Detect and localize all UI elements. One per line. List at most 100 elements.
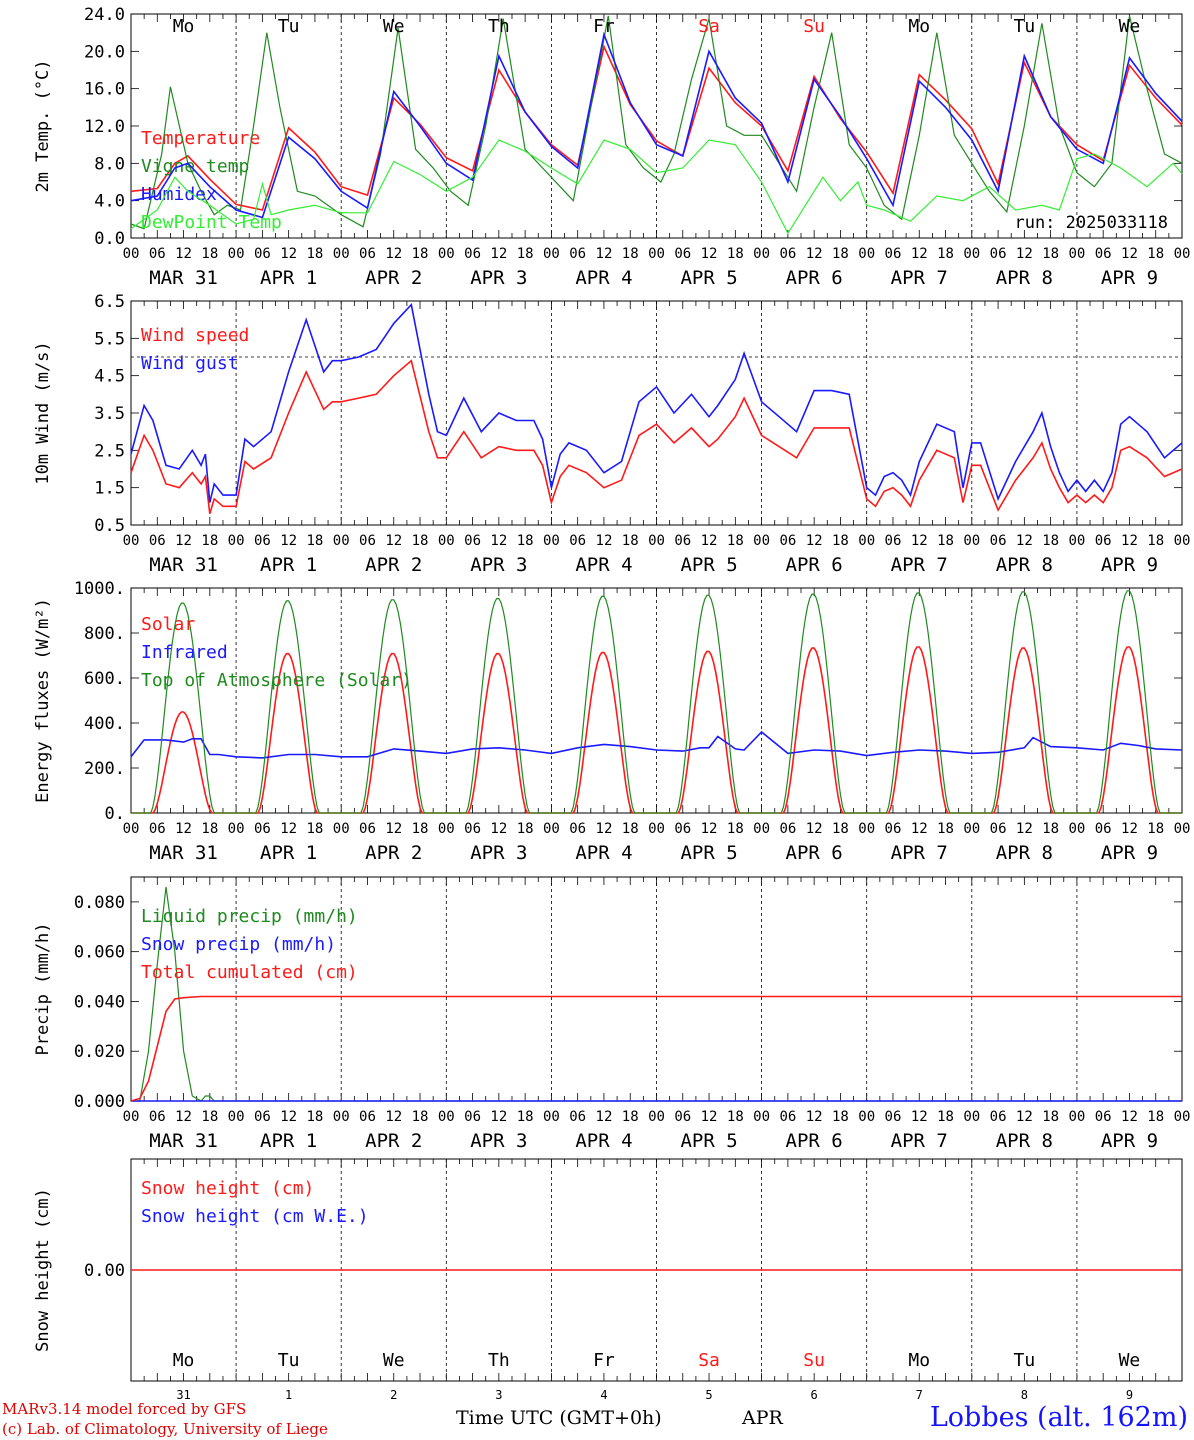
- y-axis-label: Snow height (cm): [33, 1188, 53, 1352]
- day-name: Tu: [278, 16, 300, 37]
- y-tick-label: 1.5: [94, 479, 125, 499]
- hour-label: 06: [569, 821, 586, 837]
- date-label: APR 2: [365, 554, 422, 576]
- hour-label: 06: [569, 1109, 586, 1125]
- hour-label: 12: [175, 533, 192, 549]
- date-label: APR 6: [786, 554, 843, 576]
- hour-label: 12: [1016, 533, 1033, 549]
- hour-label: 18: [306, 533, 323, 549]
- hour-label: 18: [832, 246, 849, 262]
- date-label: APR 2: [365, 842, 422, 864]
- hour-label: 18: [832, 821, 849, 837]
- hour-label: 18: [1147, 1109, 1164, 1125]
- legend-infrared: Infrared: [141, 642, 228, 663]
- legend-liquid-precip-mm-h-: Liquid precip (mm/h): [141, 906, 358, 927]
- y-tick-label: 0.020: [74, 1042, 125, 1062]
- date-label: APR 3: [470, 842, 527, 864]
- day-name: Mo: [173, 1350, 195, 1371]
- date-label: APR 3: [470, 267, 527, 289]
- y-tick-label: 20.0: [84, 42, 125, 62]
- hour-label: 06: [359, 821, 376, 837]
- hour-label: 00: [753, 1109, 770, 1125]
- hour-label: 00: [1174, 246, 1191, 262]
- hour-label: 12: [1016, 821, 1033, 837]
- series-line-liquid-precip-mm-h-: [131, 886, 1182, 1102]
- hour-label: 18: [306, 821, 323, 837]
- day-name: Mo: [908, 1350, 930, 1371]
- day-name: Mo: [173, 16, 195, 37]
- legend-total-cumulated-cm-: Total cumulated (cm): [141, 962, 358, 983]
- day-number: 31: [176, 1388, 190, 1402]
- hour-label: 00: [858, 246, 875, 262]
- hour-label: 06: [674, 821, 691, 837]
- hour-label: 06: [149, 821, 166, 837]
- hour-label: 18: [517, 246, 534, 262]
- lab-credit: (c) Lab. of Climatology, University of L…: [2, 1420, 328, 1438]
- hour-label: 18: [727, 533, 744, 549]
- hour-label: 06: [254, 533, 271, 549]
- hour-label: 18: [201, 246, 218, 262]
- hour-label: 18: [937, 246, 954, 262]
- legend-top-of-atmosphere-solar-: Top of Atmosphere (Solar): [141, 670, 412, 691]
- legend-snow-precip-mm-h-: Snow precip (mm/h): [141, 934, 336, 955]
- day-number: 3: [495, 1388, 502, 1402]
- hour-label: 18: [727, 1109, 744, 1125]
- date-label: APR 6: [786, 267, 843, 289]
- hour-label: 00: [963, 246, 980, 262]
- hour-label: 12: [806, 246, 823, 262]
- date-label: MAR 31: [149, 842, 218, 864]
- date-label: APR 4: [575, 842, 632, 864]
- day-number: 7: [916, 1388, 923, 1402]
- y-tick-label: 2.5: [94, 441, 125, 461]
- hour-label: 00: [648, 821, 665, 837]
- hour-label: 12: [596, 1109, 613, 1125]
- hour-label: 12: [911, 821, 928, 837]
- y-tick-label: 0.0: [94, 229, 125, 249]
- hour-label: 12: [806, 1109, 823, 1125]
- hour-label: 12: [1121, 246, 1138, 262]
- hour-label: 06: [359, 246, 376, 262]
- legend-vigne-temp: Vigne temp: [141, 156, 249, 177]
- hour-label: 06: [1095, 533, 1112, 549]
- hour-label: 06: [990, 1109, 1007, 1125]
- day-name: Tu: [1014, 1350, 1036, 1371]
- y-axis-label: Precip (mm/h): [33, 922, 53, 1055]
- y-tick-label: 600.: [84, 669, 125, 689]
- day-name: We: [1119, 1350, 1141, 1371]
- hour-label: 06: [359, 1109, 376, 1125]
- hour-label: 12: [806, 821, 823, 837]
- day-number: 4: [600, 1388, 607, 1402]
- hour-label: 12: [701, 1109, 718, 1125]
- day-name: We: [383, 1350, 405, 1371]
- hour-label: 00: [858, 1109, 875, 1125]
- legend-snow-height-cm-: Snow height (cm): [141, 1178, 314, 1199]
- hour-label: 12: [175, 1109, 192, 1125]
- hour-label: 06: [990, 533, 1007, 549]
- hour-label: 00: [858, 533, 875, 549]
- hour-label: 00: [333, 1109, 350, 1125]
- hour-label: 00: [123, 246, 140, 262]
- y-tick-label: 5.5: [94, 329, 125, 349]
- date-label: APR 3: [470, 1130, 527, 1152]
- series-line-vigne-temp: [130, 15, 1183, 230]
- y-tick-label: 0.040: [74, 992, 125, 1012]
- date-label: APR 4: [575, 267, 632, 289]
- day-number: 9: [1126, 1388, 1133, 1402]
- y-tick-label: 0.5: [94, 516, 125, 536]
- month-label: APR: [742, 1407, 783, 1429]
- date-label: APR 4: [575, 1130, 632, 1152]
- series-line-top-of-atmosphere-solar-: [131, 590, 1182, 814]
- hour-label: 06: [569, 533, 586, 549]
- hour-label: 06: [885, 246, 902, 262]
- hour-label: 12: [1121, 821, 1138, 837]
- hour-label: 18: [1147, 821, 1164, 837]
- hour-label: 18: [1042, 246, 1059, 262]
- hour-label: 18: [727, 821, 744, 837]
- hour-label: 06: [674, 1109, 691, 1125]
- date-label: APR 6: [786, 842, 843, 864]
- day-name: Sa: [698, 1350, 720, 1371]
- series-line-humidex: [130, 31, 1183, 219]
- hour-label: 12: [701, 246, 718, 262]
- day-name: Fr: [593, 16, 615, 37]
- hour-label: 06: [779, 821, 796, 837]
